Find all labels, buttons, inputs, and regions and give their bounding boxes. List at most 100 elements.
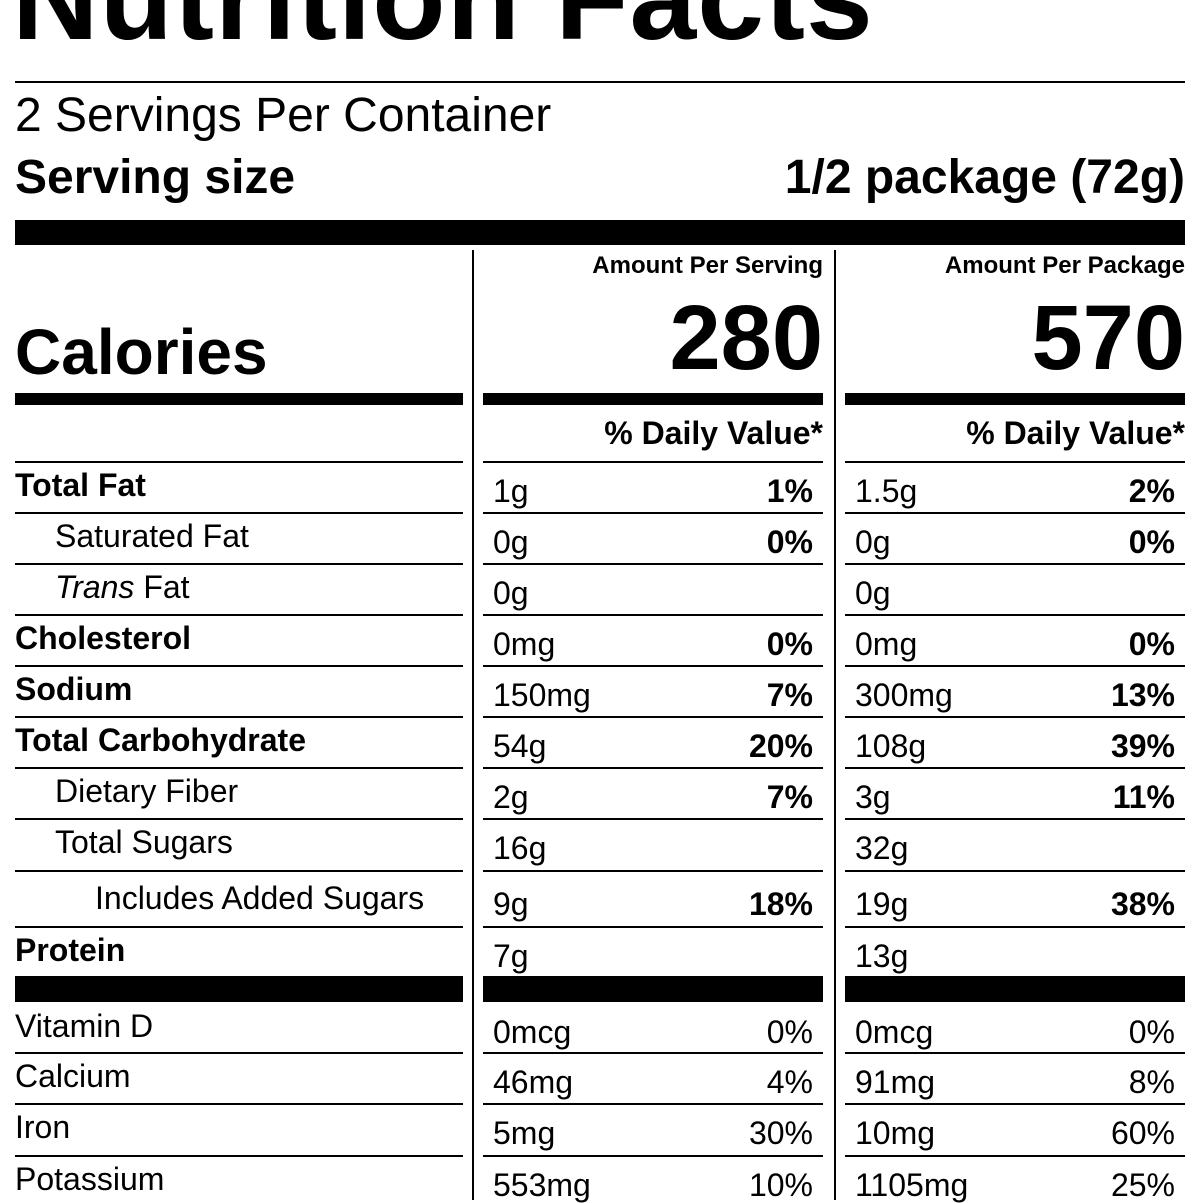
amount: 150mg <box>493 677 591 713</box>
nutrient-name: Calcium <box>15 1060 131 1092</box>
amount: 553mg <box>493 1167 591 1203</box>
amount: 54g <box>493 728 547 764</box>
serving-size-label: Serving size <box>15 151 296 204</box>
column-divider <box>834 250 836 1200</box>
rule <box>483 1052 823 1054</box>
amount: 46mg <box>493 1064 574 1100</box>
rule <box>483 614 823 616</box>
nutrient-name-text: Total Fat <box>15 467 146 503</box>
rule <box>15 818 463 820</box>
rule <box>845 1103 1185 1105</box>
nutrient-name: Dietary Fiber <box>55 775 238 807</box>
daily-value: 25% <box>1110 1167 1175 1203</box>
amount: 1.5g <box>855 473 918 509</box>
calories-value: 280 <box>669 287 824 389</box>
daily-value: 10% <box>748 1167 813 1203</box>
calories-value: 570 <box>1031 287 1186 389</box>
amount: 9g <box>493 886 529 922</box>
nutrient-name-italic: Trans <box>55 569 135 605</box>
calories-label: Calories <box>15 316 268 388</box>
rule <box>845 393 1185 405</box>
rule <box>15 81 1185 83</box>
nutrient-name: Saturated Fat <box>55 520 249 552</box>
daily-value: 20% <box>748 728 813 764</box>
nutrient-name-text: Includes Added Sugars <box>95 880 425 916</box>
nutrient-name-text: Total Carbohydrate <box>15 722 306 758</box>
daily-value: 39% <box>1110 728 1175 764</box>
nutrient-name: Iron <box>15 1111 70 1143</box>
daily-value: 4% <box>766 1064 813 1100</box>
serving-size-value: 1/2 package (72g) <box>784 151 1185 204</box>
rule <box>845 665 1185 667</box>
column-divider <box>472 250 474 1200</box>
amount: 0mg <box>493 626 556 662</box>
amount: 0mcg <box>493 1014 572 1050</box>
amount: 10mg <box>855 1115 936 1151</box>
daily-value: 11% <box>1112 779 1175 815</box>
amount: 5mg <box>493 1115 556 1151</box>
daily-value: 60% <box>1110 1115 1175 1151</box>
amount: 2g <box>493 779 529 815</box>
rule <box>845 461 1185 463</box>
rule <box>483 716 823 718</box>
daily-value: 2% <box>1128 473 1175 509</box>
daily-value: 0% <box>766 1014 813 1050</box>
daily-value: 0% <box>766 626 813 662</box>
nutrient-name-text: Dietary Fiber <box>55 773 239 809</box>
rule <box>15 393 463 405</box>
amount: 0mcg <box>855 1014 934 1050</box>
nutrient-name: Includes Added Sugars <box>95 882 424 914</box>
nutrient-name-text: Vitamin D <box>15 1008 154 1044</box>
rule <box>845 716 1185 718</box>
amount: 108g <box>855 728 927 764</box>
amount: 3g <box>855 779 891 815</box>
nutrient-name: Protein <box>15 934 125 966</box>
nutrient-name: Cholesterol <box>15 622 191 654</box>
rule <box>483 1103 823 1105</box>
rule <box>483 393 823 405</box>
rule <box>483 665 823 667</box>
thick-rule <box>15 220 1185 245</box>
nutrient-name: Total Sugars <box>55 826 233 858</box>
thick-rule <box>15 976 463 1002</box>
amount: 19g <box>855 886 909 922</box>
rule <box>483 926 823 928</box>
rule <box>483 563 823 565</box>
rule <box>15 563 463 565</box>
rule <box>483 767 823 769</box>
rule <box>845 1155 1185 1157</box>
column-header: Amount Per Package <box>944 252 1185 279</box>
amount: 13g <box>855 938 909 974</box>
rule <box>845 563 1185 565</box>
nutrient-name-text: Protein <box>15 932 126 968</box>
nutrient-name-text: Fat <box>143 569 190 605</box>
rule <box>845 818 1185 820</box>
nutrient-name-text: Iron <box>15 1109 71 1145</box>
daily-value: 0% <box>766 524 813 560</box>
amount: 1g <box>493 473 529 509</box>
rule <box>845 767 1185 769</box>
servings: 2 Servings Per Container <box>15 89 552 142</box>
rule <box>483 1155 823 1157</box>
amount: 91mg <box>855 1064 936 1100</box>
rule <box>15 716 463 718</box>
amount: 0g <box>855 575 891 611</box>
rule <box>15 767 463 769</box>
rule <box>845 926 1185 928</box>
title: Nutrition Facts <box>12 0 874 58</box>
daily-value: 8% <box>1128 1064 1175 1100</box>
daily-value: 1% <box>766 473 813 509</box>
nutrient-name-text: Total Sugars <box>55 824 233 860</box>
amount: 16g <box>493 830 547 866</box>
nutrient-name: Potassium <box>15 1163 164 1195</box>
rule <box>483 818 823 820</box>
nutrient-name: Total Fat <box>15 469 146 501</box>
nutrient-name-text: Cholesterol <box>15 620 192 656</box>
daily-value: 18% <box>748 886 813 922</box>
rule <box>15 614 463 616</box>
nutrient-name-text: Saturated Fat <box>55 518 249 554</box>
nutrient-name-text: Potassium <box>15 1161 165 1197</box>
rule <box>15 926 463 928</box>
rule <box>845 870 1185 872</box>
